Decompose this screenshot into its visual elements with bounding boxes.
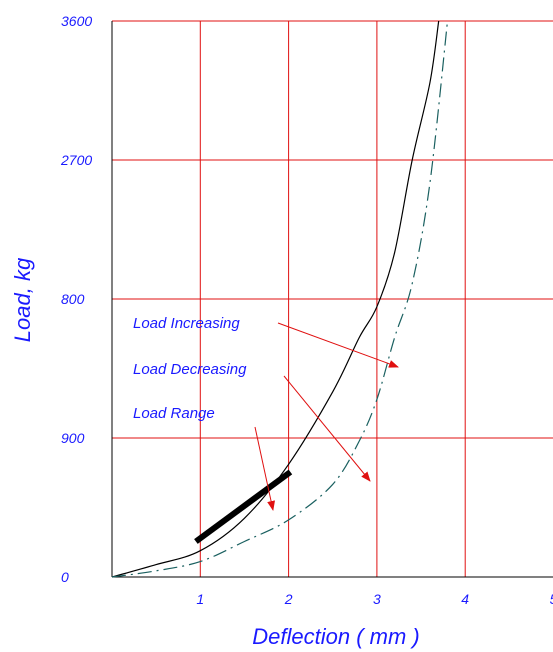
x-tick-label: 4 (461, 591, 469, 607)
y-tick-label: 900 (61, 430, 85, 446)
x-tick-label: 1 (196, 591, 204, 607)
x-tick-label: 3 (373, 591, 381, 607)
series-line-load-range (194, 469, 293, 544)
annotation-load-decreasing-label: Load Decreasing (133, 361, 247, 378)
x-tick-label: 5 (550, 591, 553, 607)
x-tick-label: 2 (284, 591, 293, 607)
annotation-load-decreasing-arrow (283, 375, 371, 482)
annotation-load-increasing-label: Load Increasing (133, 315, 240, 332)
series-line-load-increasing (111, 20, 440, 578)
series-line-load-decreasing (111, 20, 449, 578)
y-tick-label: 0 (61, 569, 69, 585)
y-axis-label: Load, kg (10, 257, 35, 342)
y-tick-label: 800 (61, 291, 85, 307)
x-axis-label: Deflection ( mm ) (252, 624, 419, 649)
annotation-load-range-arrow (254, 426, 276, 511)
y-tick-label: 2700 (60, 152, 92, 168)
y-tick-label: 3600 (61, 13, 92, 29)
annotation-load-range-label: Load Range (133, 405, 215, 422)
annotation-load-increasing-arrow (277, 322, 399, 368)
